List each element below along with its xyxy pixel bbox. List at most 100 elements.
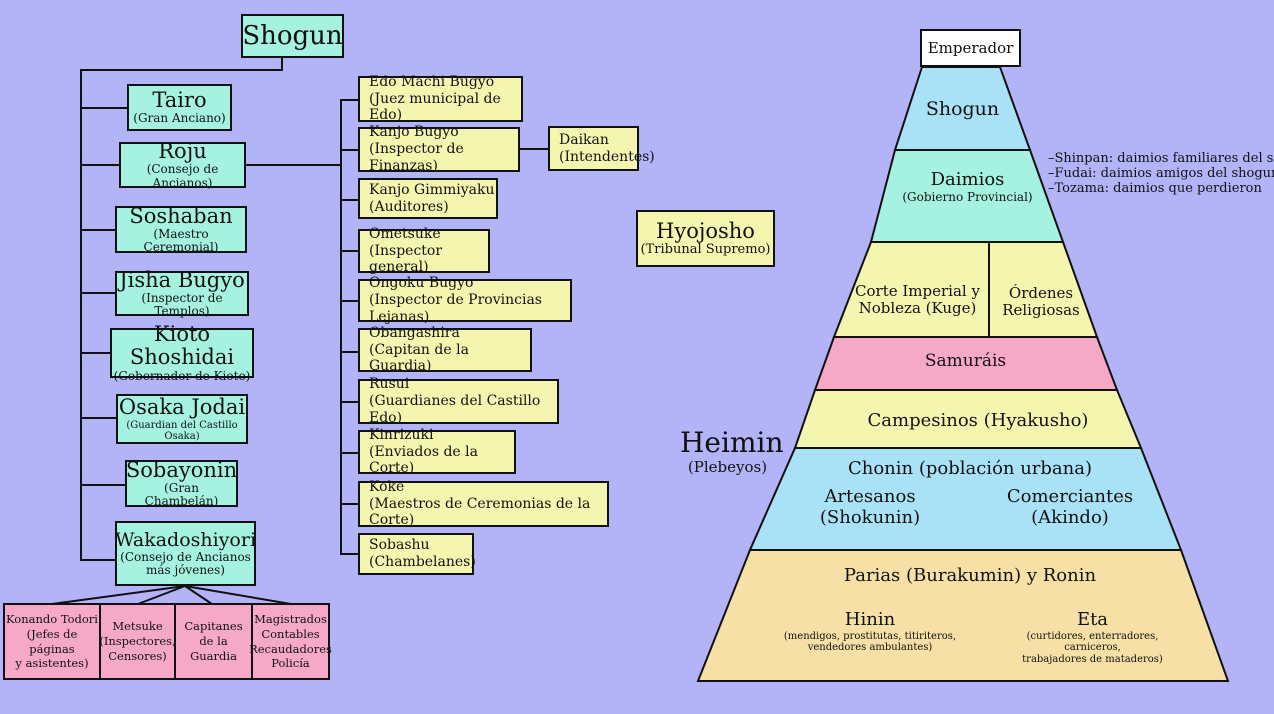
connector-line bbox=[80, 69, 82, 560]
connector-line bbox=[80, 352, 111, 354]
box-line2: (Auditores) bbox=[369, 198, 449, 215]
box-title: Jisha Bugyo bbox=[119, 267, 245, 292]
daimios-note: –Fudai: daimios amigos del shogun bbox=[1048, 165, 1274, 181]
daimios-text: Daimios bbox=[930, 169, 1005, 190]
box-line1: Ongoku Bugyo bbox=[369, 275, 474, 292]
box-line: Magistrados bbox=[254, 611, 327, 626]
daimios-note: –Shinpan: daimios familiares del shogun bbox=[1048, 151, 1274, 166]
ordenes-text: Religiosas bbox=[1002, 301, 1080, 320]
pyramid-tier-parias bbox=[696, 549, 1230, 682]
connector-line bbox=[340, 149, 358, 151]
box-line1: Rusui bbox=[369, 376, 410, 393]
roju-sub-box: Koke (Maestros de Ceremonias de la Corte… bbox=[358, 478, 609, 529]
comerciantes-text: (Akindo) bbox=[1031, 506, 1109, 528]
box-line: Recaudadores bbox=[249, 641, 332, 656]
box-line: Policía bbox=[271, 656, 310, 671]
kioto-shoshidai-box: Kioto Shoshidai (Gobernador de Kioto) bbox=[110, 323, 254, 382]
connector-line bbox=[340, 199, 358, 201]
jisha-bugyo-box: Jisha Bugyo (Inspector de Templos) bbox=[115, 267, 249, 319]
shogun-box: Shogun bbox=[241, 14, 344, 58]
box-subtitle: (Gran Chambelán) bbox=[144, 480, 219, 509]
roju-sub-box: Kanjo Bugyo (Inspector de Finanzas) bbox=[358, 124, 520, 174]
connector-line bbox=[340, 99, 358, 101]
connector-line bbox=[80, 484, 126, 486]
corte-text: Nobleza (Kuge) bbox=[858, 299, 977, 318]
box-title: Tairo bbox=[152, 88, 207, 113]
box-line: de la Guardia bbox=[190, 634, 237, 663]
box-line1: Ometsuke bbox=[369, 225, 441, 242]
box-title: Wakadoshiyori bbox=[114, 528, 257, 551]
connector-line bbox=[80, 559, 116, 561]
chonin-tier-label: Chonin (población urbana) bbox=[805, 458, 1135, 480]
box-subtitle: (Maestro Ceremonial) bbox=[143, 226, 219, 255]
box-line: (Inspectores, bbox=[99, 634, 176, 649]
box-line1: Obangashira bbox=[369, 324, 460, 341]
box-subtitle: (Inspector de Templos) bbox=[141, 290, 223, 319]
box-line2: (Capitan de la Guardia) bbox=[369, 341, 469, 375]
artesanos-text: (Shokunin) bbox=[819, 506, 921, 528]
chonin-text: Chonin (población urbana) bbox=[847, 458, 1093, 479]
emperador-label: Emperador bbox=[927, 38, 1014, 57]
box-subtitle: (Gobernador de Kioto) bbox=[113, 368, 251, 383]
connector-line bbox=[519, 148, 549, 150]
connector-line bbox=[245, 164, 342, 166]
shogun-tier-text: Shogun bbox=[925, 98, 1000, 120]
hinin-label: Hinin (mendigos, prostitutas, titiritero… bbox=[780, 609, 960, 654]
roju-sub-box: Sobashu (Chambelanes) bbox=[358, 533, 476, 575]
box-line2: (Intendentes) bbox=[559, 148, 655, 165]
box-line: Konando Todori bbox=[6, 611, 98, 626]
waka-sub-box: Konando Todori (Jefes de páginas y asist… bbox=[3, 603, 101, 680]
connector-line bbox=[340, 503, 358, 505]
roju-sub-box: Kanjo Gimmiyaku (Auditores) bbox=[358, 178, 498, 219]
daimios-notes: –Shinpan: daimios familiares del shogun … bbox=[1048, 151, 1274, 197]
eta-label: Eta (curtidores, enterradores, carnicero… bbox=[1000, 609, 1185, 665]
heimin-text: Heimin bbox=[680, 426, 784, 459]
box-title: Kioto Shoshidai bbox=[129, 322, 235, 370]
waka-sub-box: Magistrados Contables Recaudadores Polic… bbox=[249, 603, 332, 680]
ordenes-tier-label: Órdenes Religiosas bbox=[993, 284, 1089, 320]
wakadoshiyori-box: Wakadoshiyori (Consejo de Ancianos más j… bbox=[115, 521, 256, 586]
connector-line bbox=[80, 229, 116, 231]
artesanos-label: Artesanos (Shokunin) bbox=[800, 486, 940, 528]
shogun-tier-label: Shogun bbox=[895, 98, 1030, 121]
box-line2: (Inspector de Finanzas) bbox=[369, 141, 464, 174]
box-line2: (Enviados de la Corte) bbox=[369, 443, 478, 477]
waka-sub-box: Capitanes de la Guardia bbox=[174, 603, 253, 680]
box-line1: Sobashu bbox=[369, 537, 430, 554]
samurais-tier-label: Samuráis bbox=[834, 351, 1097, 372]
campesinos-text: Campesinos (Hyakusho) bbox=[867, 410, 1089, 431]
box-line1: Koke bbox=[369, 478, 405, 495]
roju-sub-box: Ometsuke (Inspector general) bbox=[358, 225, 490, 275]
box-title: Osaka Jodai bbox=[118, 395, 246, 420]
connector-line bbox=[281, 56, 283, 70]
daimios-subtext: (Gobierno Provincial) bbox=[902, 189, 1033, 204]
connector-line bbox=[340, 250, 358, 252]
corte-tier-label: Corte Imperial y Nobleza (Kuge) bbox=[850, 282, 985, 318]
box-line: Censores) bbox=[108, 648, 167, 663]
box-line1: Kanjo Bugyo bbox=[369, 124, 459, 141]
box-line1: Kinrizuki bbox=[369, 426, 434, 443]
box-line1: Kanjo Gimmiyaku bbox=[369, 181, 495, 198]
connector-line bbox=[80, 292, 116, 294]
osaka-jodai-box: Osaka Jodai (Guardian del Castillo Osaka… bbox=[116, 394, 248, 444]
box-line2: (Juez municipal de Edo) bbox=[369, 90, 501, 124]
corte-text: Corte Imperial y bbox=[855, 282, 980, 300]
roju-sub-box: Kinrizuki (Enviados de la Corte) bbox=[358, 426, 516, 476]
connector-line bbox=[80, 417, 117, 419]
box-line2: (Maestros de Ceremonias de la Corte) bbox=[369, 495, 591, 529]
roju-sub-box: Ongoku Bugyo (Inspector de Provincias Le… bbox=[358, 275, 572, 325]
campesinos-tier-label: Campesinos (Hyakusho) bbox=[815, 410, 1141, 432]
box-line: Capitanes bbox=[184, 619, 243, 634]
box-title: Soshaban bbox=[129, 203, 233, 228]
roju-sub-box: Obangashira (Capitan de la Guardia) bbox=[358, 324, 532, 374]
roju-sub-box: Edo Machi Bugyo (Juez municipal de Edo) bbox=[358, 73, 523, 124]
heimin-label: Heimin (Plebeyos) bbox=[680, 426, 784, 477]
connector-line bbox=[340, 452, 358, 454]
box-line1: Edo Machi Bugyo bbox=[369, 73, 495, 90]
heimin-subtext: (Plebeyos) bbox=[687, 458, 768, 477]
daikan-box: Daikan (Intendentes) bbox=[548, 126, 655, 171]
box-line2: (Inspector de Provincias Lejanas) bbox=[369, 292, 542, 325]
connector-line bbox=[340, 300, 358, 302]
